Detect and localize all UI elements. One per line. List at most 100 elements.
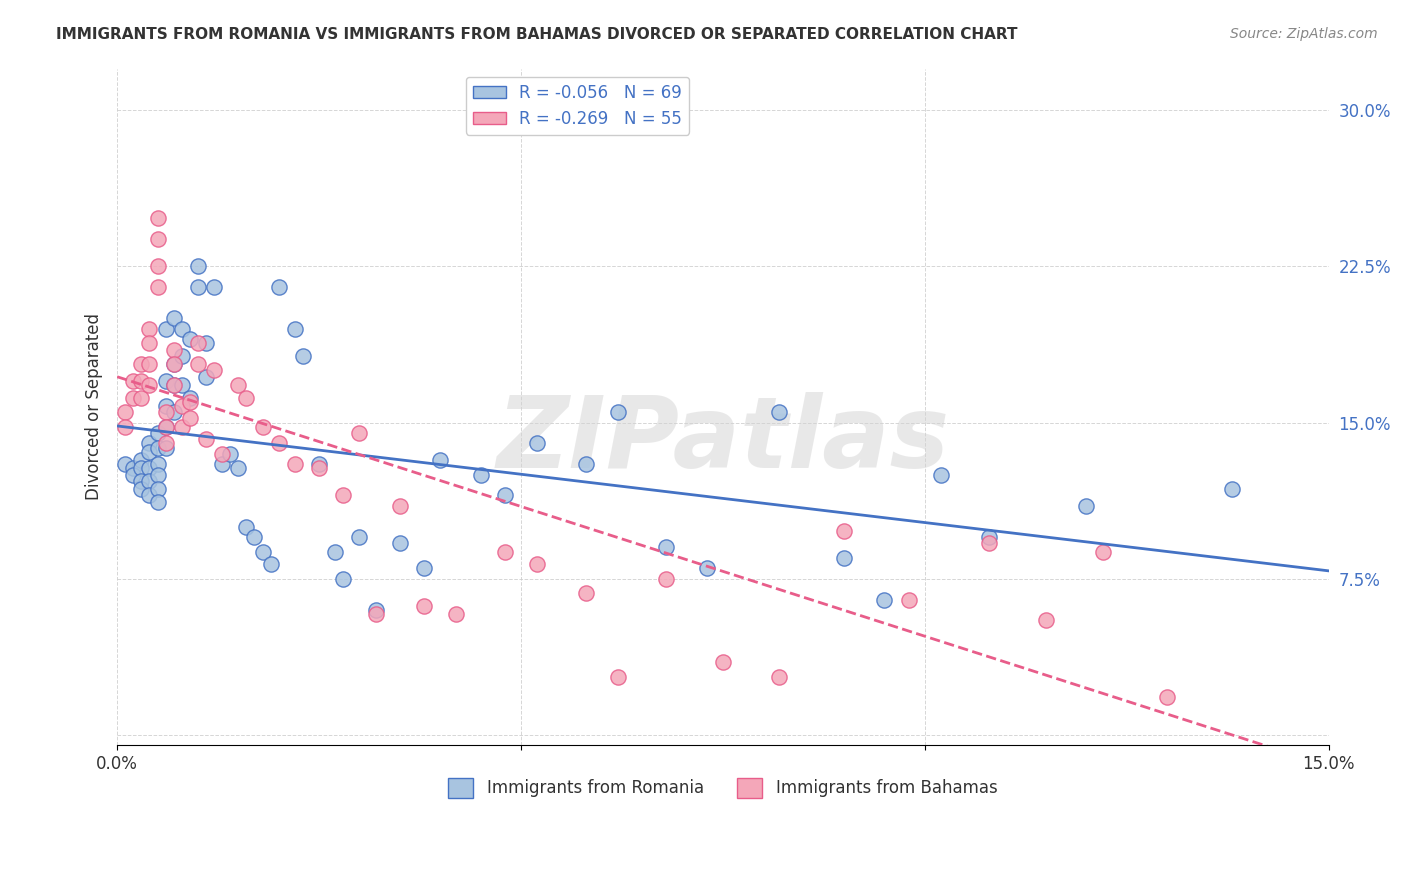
Point [163,357,186,371]
Point [146,232,169,246]
Point [1220,482,1243,496]
Point [349,530,371,544]
Point [332,488,354,502]
Point [131,482,153,496]
Point [170,419,193,434]
Point [494,488,516,502]
Point [195,432,218,446]
Legend: Immigrants from Romania, Immigrants from Bahamas: Immigrants from Romania, Immigrants from… [441,771,1004,805]
Point [655,572,678,586]
Point [146,467,169,482]
Point [364,607,387,621]
Y-axis label: Divorced or Separated: Divorced or Separated [86,313,103,500]
Point [138,357,160,371]
Point [146,211,169,226]
Point [155,419,177,434]
Point [146,457,169,471]
Point [606,405,628,419]
Point [243,530,266,544]
Point [832,550,855,565]
Text: Source: ZipAtlas.com: Source: ZipAtlas.com [1230,27,1378,41]
Point [138,322,160,336]
Point [155,322,177,336]
Point [388,499,411,513]
Point [284,457,307,471]
Point [267,436,290,450]
Text: ZIPatlas: ZIPatlas [496,392,949,489]
Point [979,536,1001,550]
Point [187,280,209,294]
Point [114,419,136,434]
Point [114,457,136,471]
Point [187,260,209,274]
Point [470,467,492,482]
Point [155,374,177,388]
Point [228,378,250,392]
Point [187,336,209,351]
Point [179,391,201,405]
Point [526,436,548,450]
Point [131,391,153,405]
Text: IMMIGRANTS FROM ROMANIA VS IMMIGRANTS FROM BAHAMAS DIVORCED OR SEPARATED CORRELA: IMMIGRANTS FROM ROMANIA VS IMMIGRANTS FR… [56,27,1018,42]
Point [235,519,257,533]
Point [131,453,153,467]
Point [323,544,346,558]
Point [138,436,160,450]
Point [413,561,436,575]
Point [526,557,548,571]
Point [696,561,718,575]
Point [163,357,186,371]
Point [202,280,225,294]
Point [155,419,177,434]
Point [929,467,952,482]
Point [131,461,153,475]
Point [170,399,193,413]
Point [332,572,354,586]
Point [155,399,177,413]
Point [832,524,855,538]
Point [267,280,290,294]
Point [252,544,274,558]
Point [575,457,598,471]
Point [146,482,169,496]
Point [768,405,790,419]
Point [259,557,281,571]
Point [494,544,516,558]
Point [979,530,1001,544]
Point [284,322,307,336]
Point [131,357,153,371]
Point [873,592,896,607]
Point [195,369,218,384]
Point [163,405,186,419]
Point [187,357,209,371]
Point [308,457,330,471]
Point [114,405,136,419]
Point [122,461,145,475]
Point [131,374,153,388]
Point [138,474,160,488]
Point [155,436,177,450]
Point [711,655,734,669]
Point [429,453,451,467]
Point [606,669,628,683]
Point [179,411,201,425]
Point [138,461,160,475]
Point [170,349,193,363]
Point [768,669,790,683]
Point [219,447,242,461]
Point [163,343,186,357]
Point [170,378,193,392]
Point [170,322,193,336]
Point [163,311,186,326]
Point [179,332,201,346]
Point [202,363,225,377]
Point [228,461,250,475]
Point [138,336,160,351]
Point [146,425,169,440]
Point [388,536,411,550]
Point [1035,613,1057,627]
Point [211,457,233,471]
Point [195,336,218,351]
Point [1076,499,1098,513]
Point [1091,544,1114,558]
